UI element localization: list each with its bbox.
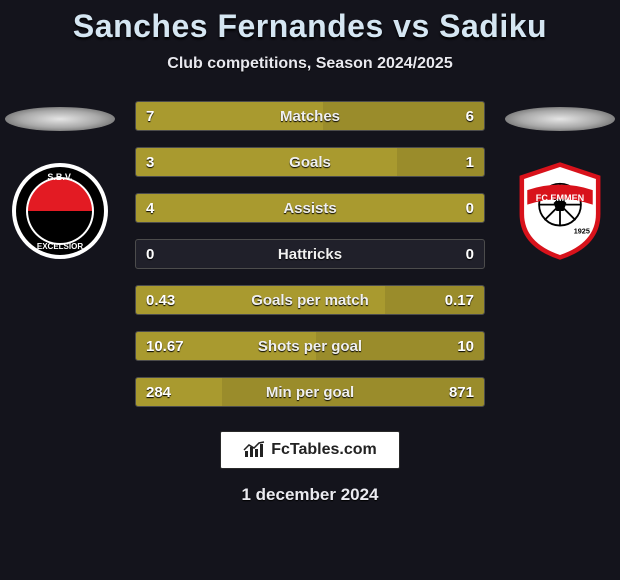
svg-text:S.B.V.: S.B.V. [47,172,72,182]
stat-value-right: 10 [457,332,474,360]
stat-row: 40Assists [135,193,485,223]
svg-text:EXCELSIOR: EXCELSIOR [37,242,83,251]
club-crest-right: FC EMMEN 1925 [510,161,610,261]
player-shadow-right [505,107,615,131]
stat-value-right: 1 [466,148,474,176]
left-player-side: S.B.V. EXCELSIOR [0,101,120,261]
stat-value-left: 7 [146,102,154,130]
stat-row: 0 0Hattricks [135,239,485,269]
club-crest-left: S.B.V. EXCELSIOR [10,161,110,261]
stat-bar-left [136,102,323,130]
stat-row: 31Goals [135,147,485,177]
player-shadow-left [5,107,115,131]
stat-value-left: 0 [146,240,154,268]
page-subtitle: Club competitions, Season 2024/2025 [0,55,620,73]
stat-row: 284871Min per goal [135,377,485,407]
date-label: 1 december 2024 [0,485,620,505]
stat-row: 76Matches [135,101,485,131]
stat-value-left: 284 [146,378,171,406]
stat-value-left: 3 [146,148,154,176]
stat-value-right: 0.17 [445,286,474,314]
brand-label: FcTables.com [271,441,377,459]
comparison-card: Sanches Fernandes vs Sadiku Club competi… [0,0,620,580]
stat-bar-right [323,102,484,130]
stat-value-right: 6 [466,102,474,130]
svg-text:1925: 1925 [574,227,590,236]
svg-text:FC EMMEN: FC EMMEN [536,193,584,203]
right-player-side: FC EMMEN 1925 [500,101,620,261]
brand-badge[interactable]: FcTables.com [220,431,400,469]
stat-label: Hattricks [136,240,484,268]
stat-bar-left [136,194,484,222]
brand-chart-icon [243,441,265,459]
stat-value-left: 0.43 [146,286,175,314]
stat-value-right: 871 [449,378,474,406]
stat-row: 10.6710Shots per goal [135,331,485,361]
stat-row: 0.430.17Goals per match [135,285,485,315]
stat-bar-left [136,148,397,176]
stat-bar-right [222,378,484,406]
main-area: S.B.V. EXCELSIOR FC EMMEN 1925 76Matches… [0,101,620,407]
stat-value-right: 0 [466,240,474,268]
stat-rows: 76Matches31Goals40Assists00Hattricks0.43… [135,101,485,407]
stat-value-right: 0 [466,194,474,222]
stat-value-left: 10.67 [146,332,184,360]
stat-value-left: 4 [146,194,154,222]
page-title: Sanches Fernandes vs Sadiku [0,8,620,45]
